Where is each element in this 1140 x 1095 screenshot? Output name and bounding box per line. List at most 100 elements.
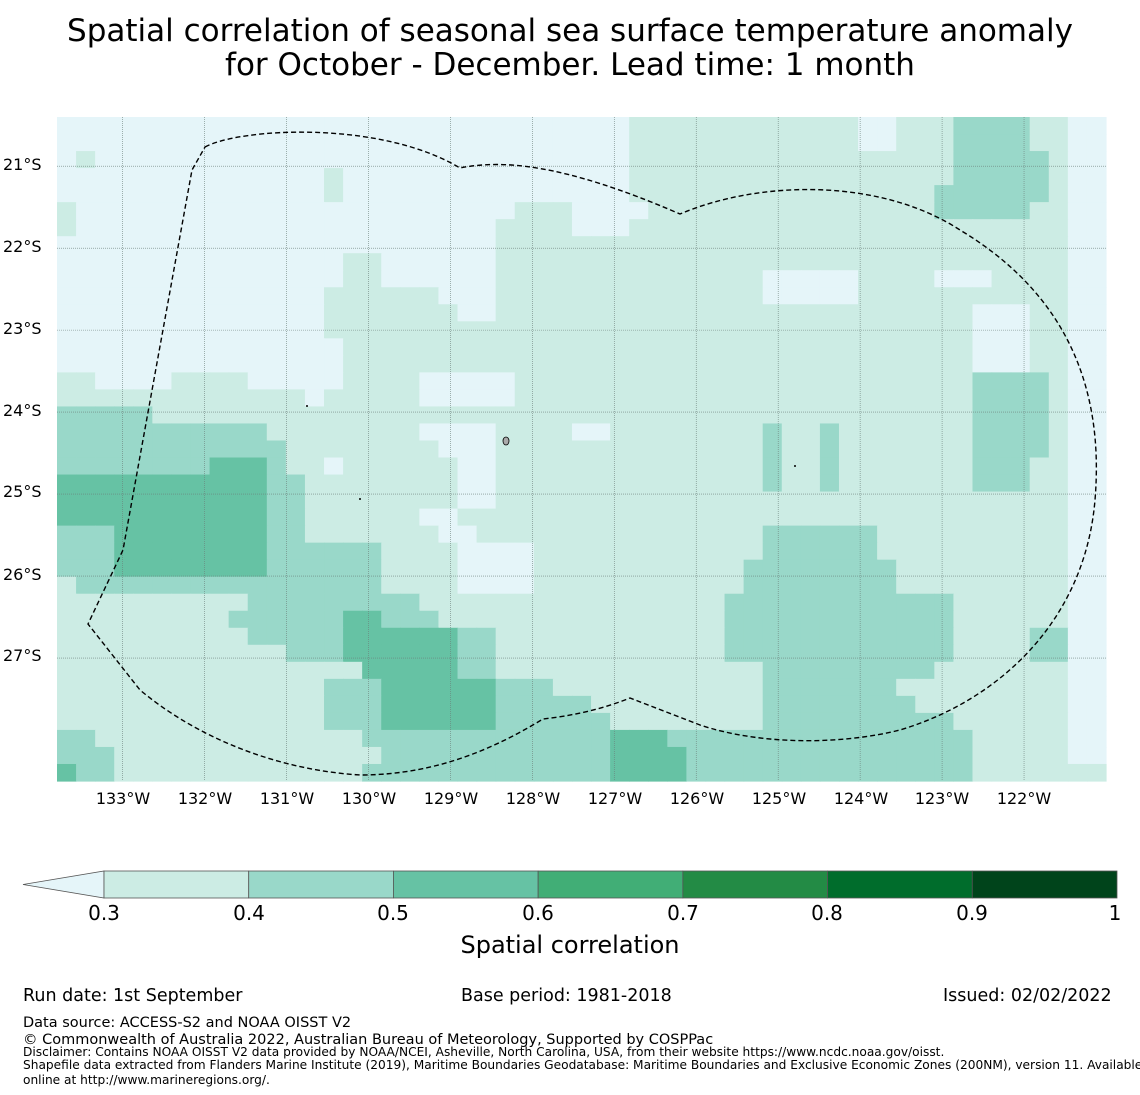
- grid-cell: [457, 644, 478, 663]
- grid-cell: [953, 355, 974, 373]
- grid-cell: [896, 117, 916, 135]
- grid-cell: [228, 491, 249, 510]
- grid-cell: [304, 168, 325, 186]
- grid-cell: [533, 627, 554, 646]
- grid-cell: [209, 593, 230, 612]
- grid-cell: [934, 304, 955, 322]
- grid-cell: [133, 474, 153, 493]
- grid-cell: [552, 117, 573, 135]
- grid-cell: [285, 576, 306, 595]
- grid-cell: [495, 389, 516, 408]
- grid-cell: [991, 508, 1012, 527]
- disclaimer: Disclaimer: Contains NOAA OISST V2 data …: [23, 1045, 945, 1059]
- grid-cell: [896, 695, 916, 714]
- grid-cell: [915, 746, 935, 765]
- grid-cell: [514, 253, 535, 271]
- grid-cell: [209, 185, 230, 203]
- grid-cell: [95, 746, 115, 765]
- grid-cell: [457, 304, 478, 322]
- grid-cell: [419, 389, 440, 408]
- grid-cell: [648, 134, 668, 152]
- grid-cell: [114, 117, 134, 135]
- grid-cell: [686, 627, 707, 646]
- grid-cell: [591, 236, 611, 254]
- grid-cell: [724, 508, 745, 527]
- grid-cell: [686, 389, 707, 408]
- grid-cell: [819, 746, 840, 765]
- grid-cell: [686, 695, 707, 714]
- grid-cell: [610, 253, 630, 271]
- grid-cell: [209, 729, 230, 748]
- grid-cell: [629, 474, 649, 493]
- grid-cell: [304, 542, 325, 561]
- grid-cell: [533, 355, 554, 373]
- grid-cell: [762, 287, 783, 305]
- grid-cell: [533, 236, 554, 254]
- grid-cell: [743, 678, 764, 697]
- grid-cell: [438, 117, 459, 135]
- grid-cell: [629, 746, 649, 765]
- grid-cell: [591, 389, 611, 408]
- grid-cell: [362, 338, 382, 356]
- grid-cell: [1067, 559, 1088, 578]
- grid-cell: [991, 389, 1012, 408]
- grid-cell: [991, 627, 1012, 646]
- grid-cell: [228, 219, 249, 237]
- grid-cell: [285, 661, 306, 680]
- grid-cell: [57, 695, 77, 714]
- grid-cell: [400, 253, 420, 271]
- grid-cell: [610, 474, 630, 493]
- grid-cell: [610, 372, 630, 391]
- grid-cell: [877, 304, 897, 322]
- grid-cell: [877, 559, 897, 578]
- grid-cell: [877, 678, 897, 697]
- grid-cell: [457, 763, 478, 782]
- grid-cell: [934, 270, 955, 288]
- grid-cell: [972, 321, 993, 339]
- grid-cell: [133, 525, 153, 544]
- grid-cell: [76, 185, 96, 203]
- grid-cell: [152, 661, 173, 680]
- grid-cell: [972, 746, 993, 765]
- title-line-2: for October - December. Lead time: 1 mon…: [225, 47, 915, 83]
- grid-cell: [495, 287, 516, 305]
- grid-cell: [95, 321, 115, 339]
- grid-cell: [648, 457, 668, 476]
- grid-cell: [114, 593, 134, 612]
- grid-cell: [533, 593, 554, 612]
- grid-cell: [838, 321, 859, 339]
- grid-cell: [800, 542, 821, 561]
- grid-cell: [247, 474, 268, 493]
- grid-cell: [285, 389, 306, 408]
- grid-cell: [934, 287, 955, 305]
- grid-cell: [858, 712, 878, 731]
- grid-cell: [991, 168, 1012, 186]
- grid-cell: [495, 559, 516, 578]
- grid-cell: [819, 389, 840, 408]
- grid-cell: [571, 355, 592, 373]
- grid-cell: [419, 525, 440, 544]
- grid-cell: [114, 270, 134, 288]
- grid-cell: [552, 661, 573, 680]
- grid-cell: [152, 644, 173, 663]
- grid-cell: [343, 253, 363, 271]
- grid-cell: [228, 695, 249, 714]
- grid-cell: [667, 338, 687, 356]
- grid-cell: [247, 355, 268, 373]
- grid-cell: [915, 151, 935, 169]
- grid-cell: [591, 372, 611, 391]
- grid-cell: [648, 729, 668, 748]
- grid-cell: [915, 491, 935, 510]
- grid-cell: [514, 695, 535, 714]
- grid-cell: [152, 270, 173, 288]
- grid-cell: [743, 117, 764, 135]
- grid-cell: [495, 202, 516, 220]
- grid-cell: [1048, 491, 1069, 510]
- grid-cell: [400, 185, 420, 203]
- grid-cell: [858, 576, 878, 595]
- grid-cell: [304, 491, 325, 510]
- colorbar-swatch: [103, 870, 250, 899]
- grid-cell: [800, 746, 821, 765]
- grid-cell: [114, 457, 134, 476]
- grid-cell: [343, 117, 363, 135]
